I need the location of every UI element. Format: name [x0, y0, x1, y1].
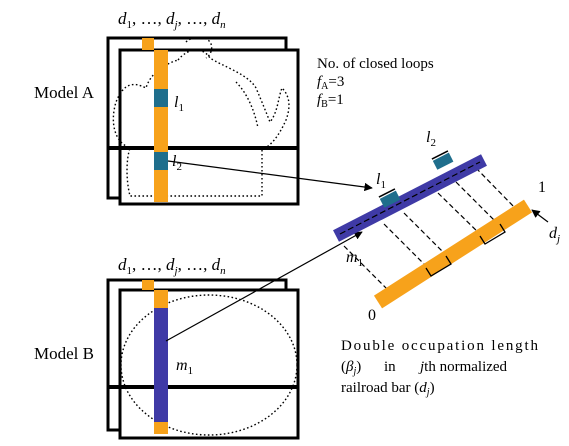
railroad-l2-label: l2 [426, 129, 436, 149]
model-a-railroad-bar [154, 50, 168, 202]
fa-count: fA=3 [317, 74, 344, 92]
caption-line-1: Double occupation length [341, 338, 539, 354]
railroad-l1-label: l1 [376, 171, 386, 191]
railroad-m1-label: m1 [346, 249, 363, 269]
model-a-loop-l2-segment [154, 152, 168, 170]
sphere-outline [120, 294, 298, 436]
model-a-label: Model A [34, 83, 95, 102]
model-a-back-bar [142, 38, 154, 50]
model-b-segment-header: d1, …, dj, …, dn [118, 255, 226, 277]
bar-end-one: 1 [538, 179, 546, 196]
dj-pointer-arrow [531, 209, 549, 223]
caption-line-3: railroad bar (dj) [341, 380, 435, 398]
teapot-body-outline [112, 49, 290, 197]
arrow-from-model-a [167, 160, 373, 192]
caption-line-2: (βj) in jth normalized [341, 359, 508, 377]
dj-label: dj [549, 225, 560, 245]
occupation-bracket [479, 223, 506, 245]
model-b-back-bar [142, 280, 154, 290]
projection-line [437, 192, 483, 237]
m1-bar-center-dash [339, 161, 481, 235]
projection-line [343, 245, 389, 291]
normalized-bar-dj [373, 199, 533, 309]
model-b-loop-m1-segment [154, 308, 168, 422]
model-a-loop-l1-label: l1 [174, 94, 184, 114]
arrow-from-model-b [165, 231, 363, 342]
occupation-bracket [425, 255, 452, 277]
model-b-label: Model B [34, 344, 94, 363]
closed-loops-title: No. of closed loops [317, 56, 434, 72]
model-a-front-frame [118, 48, 300, 206]
model-a-segment-header: d1, …, dj, …, dn [118, 9, 226, 31]
projection-line [455, 181, 501, 227]
caption: Double occupation length (βj) in jth norma… [341, 338, 539, 398]
projection-line [403, 212, 448, 257]
l2-marker [431, 150, 454, 170]
model-a-group: l1 l2 Model A d1, …, dj, …, dn [34, 9, 300, 206]
model-b-front-frame [118, 288, 300, 440]
fb-count: fB=1 [317, 92, 344, 110]
closed-loops-note: No. of closed loops fA=3 fB=1 [317, 56, 434, 110]
l1-marker [378, 188, 401, 208]
model-a-loop-l1-segment [154, 89, 168, 107]
model-b-group: m1 Model B d1, …, dj, …, dn [34, 255, 300, 440]
projection-line [475, 167, 519, 212]
bar-end-zero: 0 [368, 307, 376, 324]
projection-line [383, 223, 429, 269]
normalized-railroad-group: l1 l2 m1 1 0 dj [165, 129, 560, 342]
model-b-loop-m1-label: m1 [176, 357, 193, 377]
